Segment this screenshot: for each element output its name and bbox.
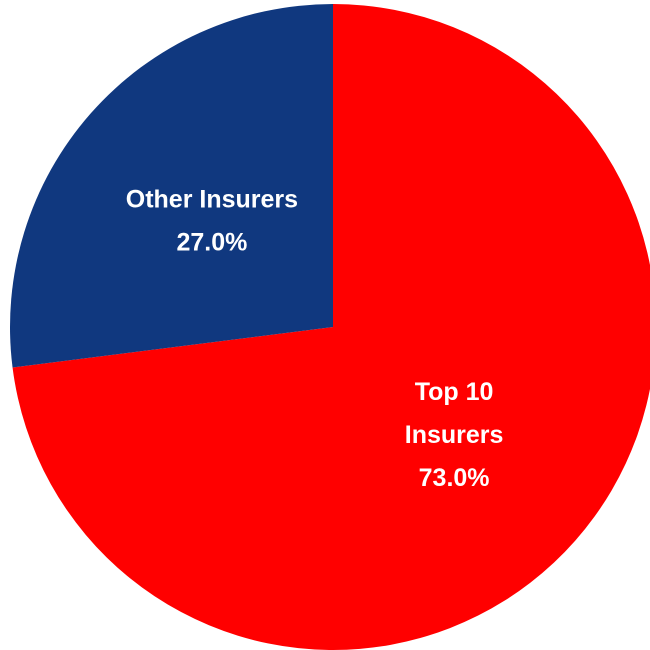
pie-slice-0 bbox=[12, 4, 650, 650]
pie-slices bbox=[10, 4, 650, 650]
pie-slice-label-1: Other Insurers 27.0% bbox=[126, 186, 298, 257]
pie-labels: Top 10 Insurers 73.0% Other Insurers 27.0% bbox=[126, 186, 504, 492]
pie-slice-1 bbox=[10, 4, 333, 368]
slice-category-label: Insurers bbox=[405, 421, 504, 449]
pie-slice-label-0: Top 10 Insurers 73.0% bbox=[405, 378, 504, 492]
slice-value-label: 27.0% bbox=[176, 229, 247, 257]
slice-category-label: Top 10 bbox=[415, 378, 494, 406]
slice-value-label: 73.0% bbox=[419, 464, 490, 492]
slice-category-label: Other Insurers bbox=[126, 186, 298, 214]
